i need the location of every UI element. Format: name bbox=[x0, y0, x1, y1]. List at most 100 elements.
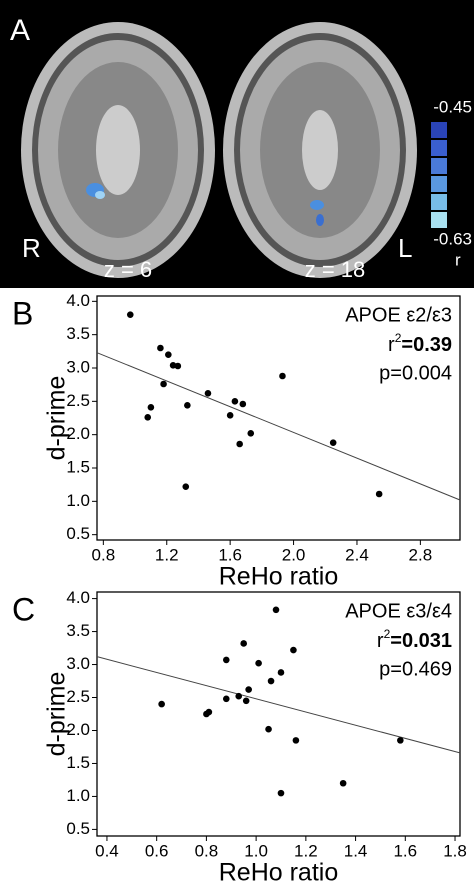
x-tick-label: 2.8 bbox=[409, 545, 433, 564]
y-tick-label: 3.5 bbox=[66, 324, 90, 343]
plot-frame bbox=[96, 591, 461, 837]
plot-frame bbox=[96, 295, 461, 541]
r-squared-sup: 2 bbox=[395, 331, 402, 345]
data-point bbox=[160, 380, 167, 388]
data-point bbox=[267, 677, 275, 685]
fit-line bbox=[96, 656, 461, 754]
data-point bbox=[165, 351, 172, 358]
y-tick-label: 1.0 bbox=[66, 786, 90, 805]
x-tick-label: 1.6 bbox=[218, 545, 242, 564]
x-tick-label: 1.2 bbox=[155, 545, 179, 564]
y-tick-label: 3.0 bbox=[66, 357, 90, 376]
y-tick-label: 1.5 bbox=[66, 753, 90, 772]
data-point bbox=[339, 779, 347, 787]
data-point bbox=[277, 669, 285, 676]
group-label: APOE ε2/ε3 bbox=[345, 304, 452, 326]
r-squared-symbol: r bbox=[377, 630, 384, 652]
data-point bbox=[222, 656, 230, 664]
slice-label: z = 6 bbox=[104, 257, 152, 282]
data-point bbox=[397, 737, 404, 744]
x-tick-label: 2.0 bbox=[282, 545, 306, 564]
colorbar bbox=[431, 122, 447, 228]
slice-label: z = 18 bbox=[305, 257, 366, 282]
data-point bbox=[290, 646, 297, 654]
panel-label: C bbox=[12, 591, 35, 627]
data-point bbox=[265, 725, 272, 733]
r-squared-value: =0.39 bbox=[401, 334, 452, 356]
r-squared-value: =0.031 bbox=[390, 630, 452, 652]
data-point bbox=[157, 344, 164, 352]
r-squared: r2=0.39 bbox=[388, 331, 452, 356]
group-label: APOE ε3/ε4 bbox=[345, 600, 452, 622]
data-point bbox=[144, 414, 152, 421]
y-tick-label: 2.0 bbox=[66, 720, 90, 739]
data-point bbox=[205, 708, 213, 716]
x-tick-label: 0.8 bbox=[92, 545, 116, 564]
y-tick-label: 2.5 bbox=[66, 391, 90, 410]
colorbar-label: r bbox=[455, 250, 461, 269]
y-tick-label: 1.0 bbox=[66, 491, 90, 510]
data-point bbox=[375, 490, 383, 498]
data-point bbox=[147, 404, 155, 411]
data-point bbox=[226, 412, 234, 419]
colorbar-min: -0.63 bbox=[433, 229, 472, 248]
p-value: p=0.004 bbox=[379, 362, 452, 384]
x-tick-label: 1.2 bbox=[294, 841, 318, 860]
data-point bbox=[240, 640, 247, 647]
data-point bbox=[222, 695, 230, 703]
data-point bbox=[245, 686, 252, 693]
data-point bbox=[182, 483, 190, 490]
side-label: R bbox=[22, 233, 41, 263]
x-tick-label: 1.0 bbox=[244, 841, 268, 860]
y-tick-label: 2.0 bbox=[66, 424, 90, 443]
x-axis-label: ReHo ratio bbox=[219, 859, 339, 882]
colorbar-max: -0.45 bbox=[433, 97, 472, 116]
data-point bbox=[126, 311, 134, 318]
panel-label: A bbox=[10, 14, 30, 47]
data-point bbox=[272, 606, 280, 614]
x-tick-label: 0.6 bbox=[145, 841, 169, 860]
y-axis-label: d-prime bbox=[43, 672, 71, 757]
data-point bbox=[329, 439, 337, 446]
r-squared-symbol: r bbox=[388, 334, 395, 356]
data-point bbox=[242, 697, 250, 705]
side-label: L bbox=[398, 233, 412, 263]
x-tick-label: 1.6 bbox=[393, 841, 417, 860]
data-point bbox=[239, 400, 247, 408]
fit-line bbox=[96, 352, 461, 501]
x-axis-label: ReHo ratio bbox=[219, 563, 339, 591]
y-tick-label: 0.5 bbox=[66, 524, 90, 543]
data-point bbox=[255, 659, 262, 667]
data-point bbox=[277, 789, 285, 797]
r-squared: r2=0.031 bbox=[377, 627, 452, 652]
x-tick-label: 1.8 bbox=[443, 841, 467, 860]
brain-slice bbox=[21, 22, 215, 278]
data-point bbox=[204, 390, 212, 397]
panel-label: B bbox=[12, 295, 33, 331]
x-tick-label: 2.4 bbox=[345, 545, 369, 564]
r-squared-sup: 2 bbox=[384, 627, 391, 641]
data-point bbox=[247, 430, 255, 437]
data-point bbox=[184, 402, 191, 409]
data-point bbox=[158, 700, 165, 708]
data-point bbox=[235, 692, 243, 700]
y-tick-label: 4.0 bbox=[66, 291, 90, 310]
brain-slice bbox=[223, 22, 417, 278]
y-tick-label: 0.5 bbox=[66, 819, 90, 838]
y-tick-label: 3.5 bbox=[66, 621, 90, 640]
data-point bbox=[236, 440, 243, 448]
x-tick-label: 0.4 bbox=[95, 841, 119, 860]
y-tick-label: 4.0 bbox=[66, 588, 90, 607]
y-tick-label: 1.5 bbox=[66, 457, 90, 476]
x-tick-label: 0.8 bbox=[195, 841, 219, 860]
y-tick-label: 3.0 bbox=[66, 654, 90, 673]
data-point bbox=[292, 737, 300, 744]
x-tick-label: 1.4 bbox=[344, 841, 368, 860]
p-value: p=0.469 bbox=[379, 658, 452, 680]
data-point bbox=[231, 398, 239, 405]
data-point bbox=[174, 362, 182, 370]
y-tick-label: 2.5 bbox=[66, 687, 90, 706]
y-axis-label: d-prime bbox=[43, 376, 71, 461]
